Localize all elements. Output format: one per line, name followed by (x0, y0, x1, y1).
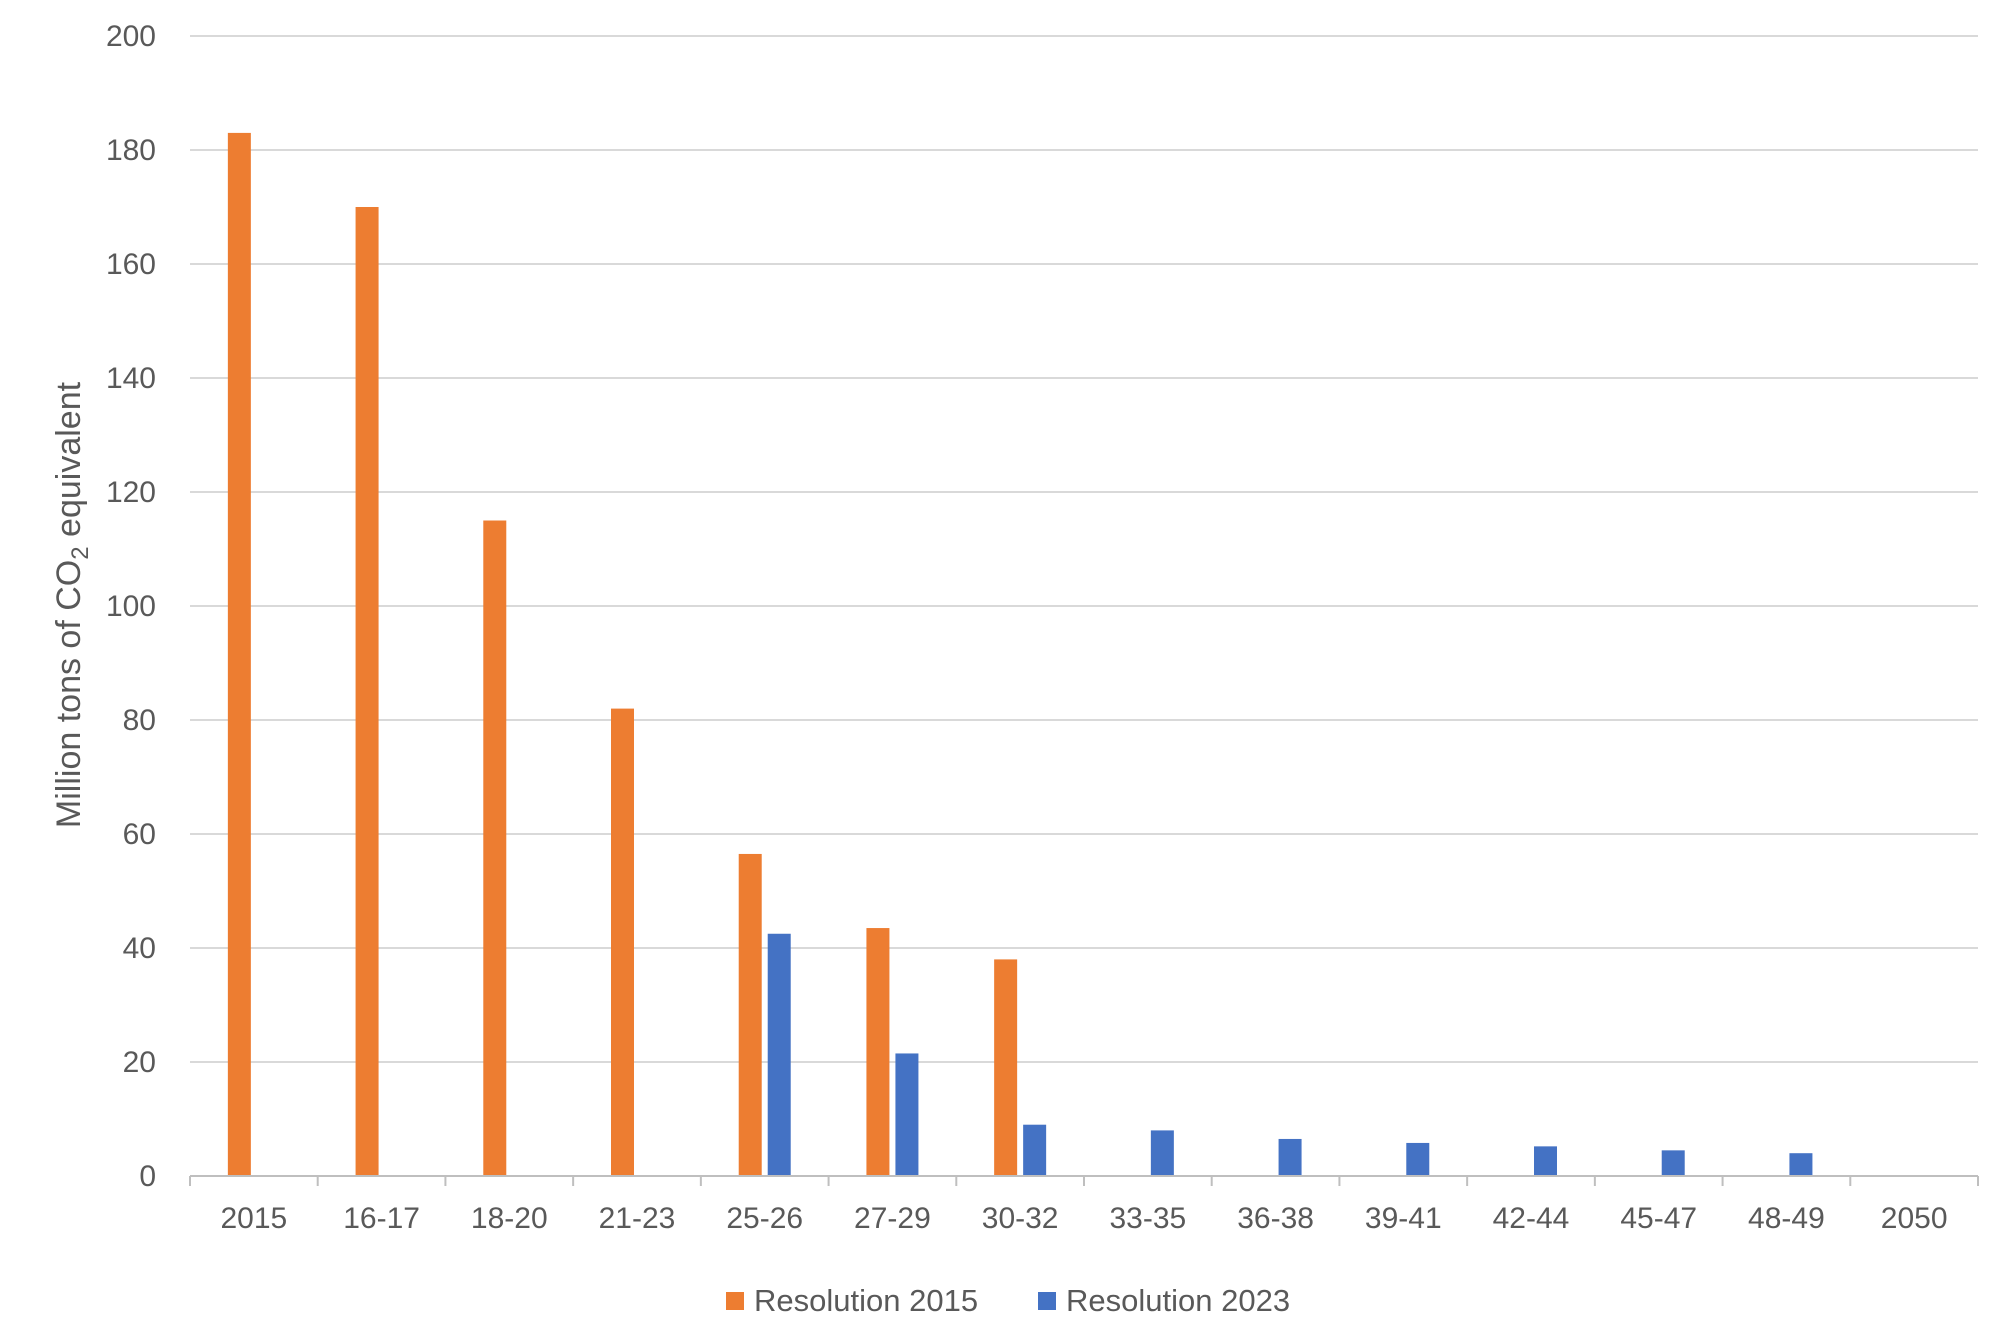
y-axis-title-rest: equivalent (50, 381, 88, 546)
bar-resolution-2023 (1661, 1150, 1685, 1176)
x-tick-label: 48-49 (1748, 1202, 1825, 1235)
y-tick-label: 200 (106, 20, 156, 53)
y-tick-labels: 0 20 40 60 80 100 120 140 160 180 200 (106, 20, 156, 1193)
legend-label: Resolution 2015 (754, 1283, 978, 1318)
bar-resolution-2015 (483, 520, 507, 1176)
y-tick-label: 180 (106, 134, 156, 167)
bar-resolution-2015 (866, 928, 890, 1176)
x-tick-label: 21-23 (599, 1202, 676, 1235)
x-tick-label: 16-17 (343, 1202, 420, 1235)
y-axis-title: Million tons of CO2 equivalent (50, 381, 94, 828)
y-tick-label: 120 (106, 476, 156, 509)
bars (227, 132, 1813, 1176)
legend: Resolution 2015 Resolution 2023 (726, 1283, 1290, 1318)
x-tick-label: 27-29 (854, 1202, 931, 1235)
bar-resolution-2023 (1534, 1146, 1557, 1176)
bar-resolution-2015 (355, 207, 379, 1176)
x-tick-label: 33-35 (1109, 1202, 1186, 1235)
legend-swatch (726, 1292, 744, 1310)
y-tick-label: 40 (123, 932, 156, 965)
bar-resolution-2023 (1150, 1130, 1174, 1176)
bar-resolution-2023 (1023, 1124, 1047, 1176)
y-axis-title-subscript: 2 (67, 546, 94, 559)
x-tick-label: 18-20 (471, 1202, 548, 1235)
y-tick-label: 80 (123, 704, 156, 737)
bar-resolution-2023 (1406, 1142, 1430, 1176)
bar-resolution-2023 (767, 933, 791, 1176)
x-tick-label: 25-26 (726, 1202, 803, 1235)
x-tick-label: 45-47 (1620, 1202, 1697, 1235)
bar-resolution-2023 (1278, 1138, 1302, 1176)
bar-resolution-2015 (611, 708, 634, 1176)
bar-resolution-2023 (1789, 1153, 1813, 1176)
bar-resolution-2015 (994, 959, 1018, 1176)
y-tick-label: 160 (106, 248, 156, 281)
x-tick-label: 39-41 (1365, 1202, 1442, 1235)
x-tick-label: 30-32 (982, 1202, 1059, 1235)
y-tick-label: 140 (106, 362, 156, 395)
x-tick-labels: 2015 16-17 18-20 21-23 25-26 27-29 30-32 33-35 3… (220, 1202, 1947, 1235)
x-tick-label: 42-44 (1493, 1202, 1570, 1235)
x-tick-label: 2050 (1881, 1202, 1948, 1235)
y-tick-label: 60 (123, 818, 156, 851)
bar-resolution-2023 (895, 1053, 919, 1176)
legend-swatch (1038, 1292, 1056, 1310)
y-axis-title-main: Million tons of CO (50, 560, 88, 828)
y-tick-label: 0 (139, 1160, 156, 1193)
bar-resolution-2015 (738, 853, 762, 1176)
gridlines (190, 35, 1978, 1063)
x-axis (189, 1175, 1979, 1186)
x-tick-label: 2015 (220, 1202, 287, 1235)
y-tick-label: 20 (123, 1046, 156, 1079)
x-tick-label: 36-38 (1237, 1202, 1314, 1235)
bar-resolution-2015 (227, 132, 251, 1176)
legend-label: Resolution 2023 (1066, 1283, 1290, 1318)
y-tick-label: 100 (106, 590, 156, 623)
